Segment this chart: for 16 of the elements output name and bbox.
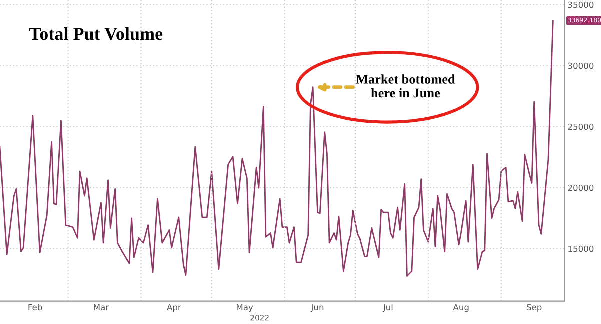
x-tick-label: Sep: [527, 304, 542, 312]
x-tick-label: Jun: [310, 304, 324, 312]
x-tick-label: May: [237, 304, 254, 312]
y-tick-label: 35000: [568, 2, 594, 8]
x-tick-label: Mar: [94, 304, 110, 311]
y-tick-label: 20000: [568, 184, 594, 192]
line-series: [0, 20, 554, 278]
x-tick-label: Aug: [453, 304, 469, 312]
x-tick-label: Jul: [382, 304, 393, 312]
y-tick-label: 25000: [568, 124, 594, 130]
text: Total Put Volume: [30, 27, 163, 40]
x-tick-label: Feb: [28, 304, 42, 311]
y-tick-label: 15000: [568, 246, 594, 252]
y-tick-label: 30000: [568, 62, 594, 70]
annotation: Market bottomed here in June: [356, 74, 456, 98]
x-tick-label: Apr: [167, 304, 182, 312]
